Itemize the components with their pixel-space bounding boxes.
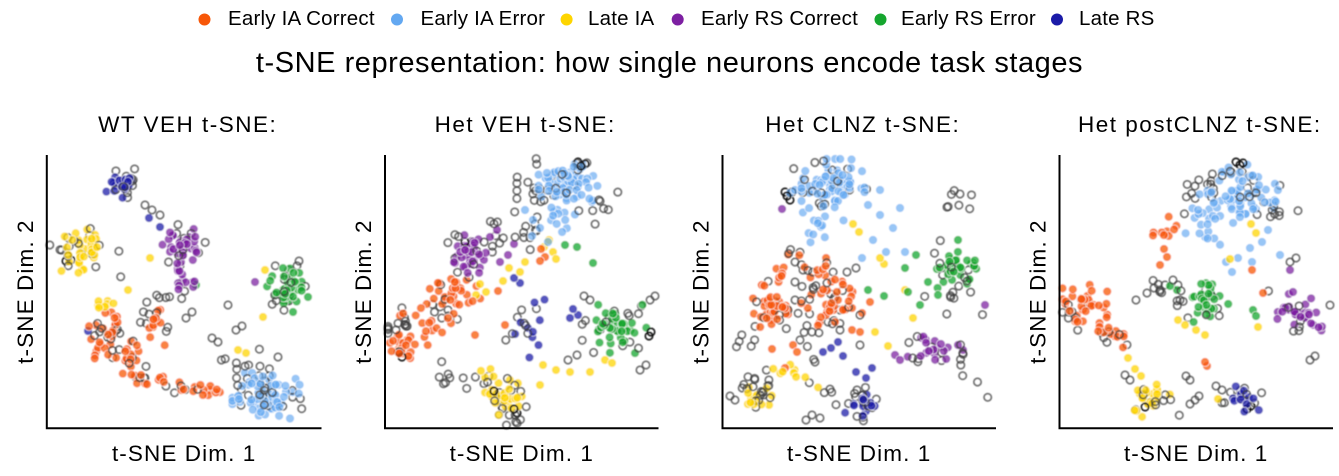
svg-text:t-SNE Dim. 1: t-SNE Dim. 1 [450, 441, 594, 466]
svg-text:Het VEH t-SNE:: Het VEH t-SNE: [435, 112, 616, 137]
svg-text:t-SNE Dim. 1: t-SNE Dim. 1 [112, 441, 256, 466]
svg-text:Early RS Correct: Early RS Correct [701, 7, 858, 30]
svg-text:t-SNE Dim. 2: t-SNE Dim. 2 [689, 219, 714, 363]
svg-text:Early RS Error: Early RS Error [901, 7, 1036, 30]
svg-text:t-SNE representation: how sing: t-SNE representation: how single neurons… [256, 47, 1083, 79]
svg-text:Late IA: Late IA [588, 7, 654, 30]
svg-text:WT VEH t-SNE:: WT VEH t-SNE: [98, 112, 277, 137]
svg-text:Early IA Error: Early IA Error [421, 7, 546, 30]
svg-text:Early IA Correct: Early IA Correct [228, 7, 375, 30]
svg-text:Late RS: Late RS [1079, 7, 1154, 30]
svg-text:t-SNE Dim. 2: t-SNE Dim. 2 [1026, 219, 1051, 363]
svg-text:t-SNE Dim. 2: t-SNE Dim. 2 [13, 219, 38, 363]
svg-text:t-SNE Dim. 2: t-SNE Dim. 2 [351, 219, 376, 363]
svg-text:t-SNE Dim. 1: t-SNE Dim. 1 [1124, 441, 1268, 466]
svg-text:Het CLNZ t-SNE:: Het CLNZ t-SNE: [765, 112, 960, 137]
svg-text:Het postCLNZ t-SNE:: Het postCLNZ t-SNE: [1078, 112, 1322, 137]
svg-text:t-SNE Dim. 1: t-SNE Dim. 1 [787, 441, 931, 466]
